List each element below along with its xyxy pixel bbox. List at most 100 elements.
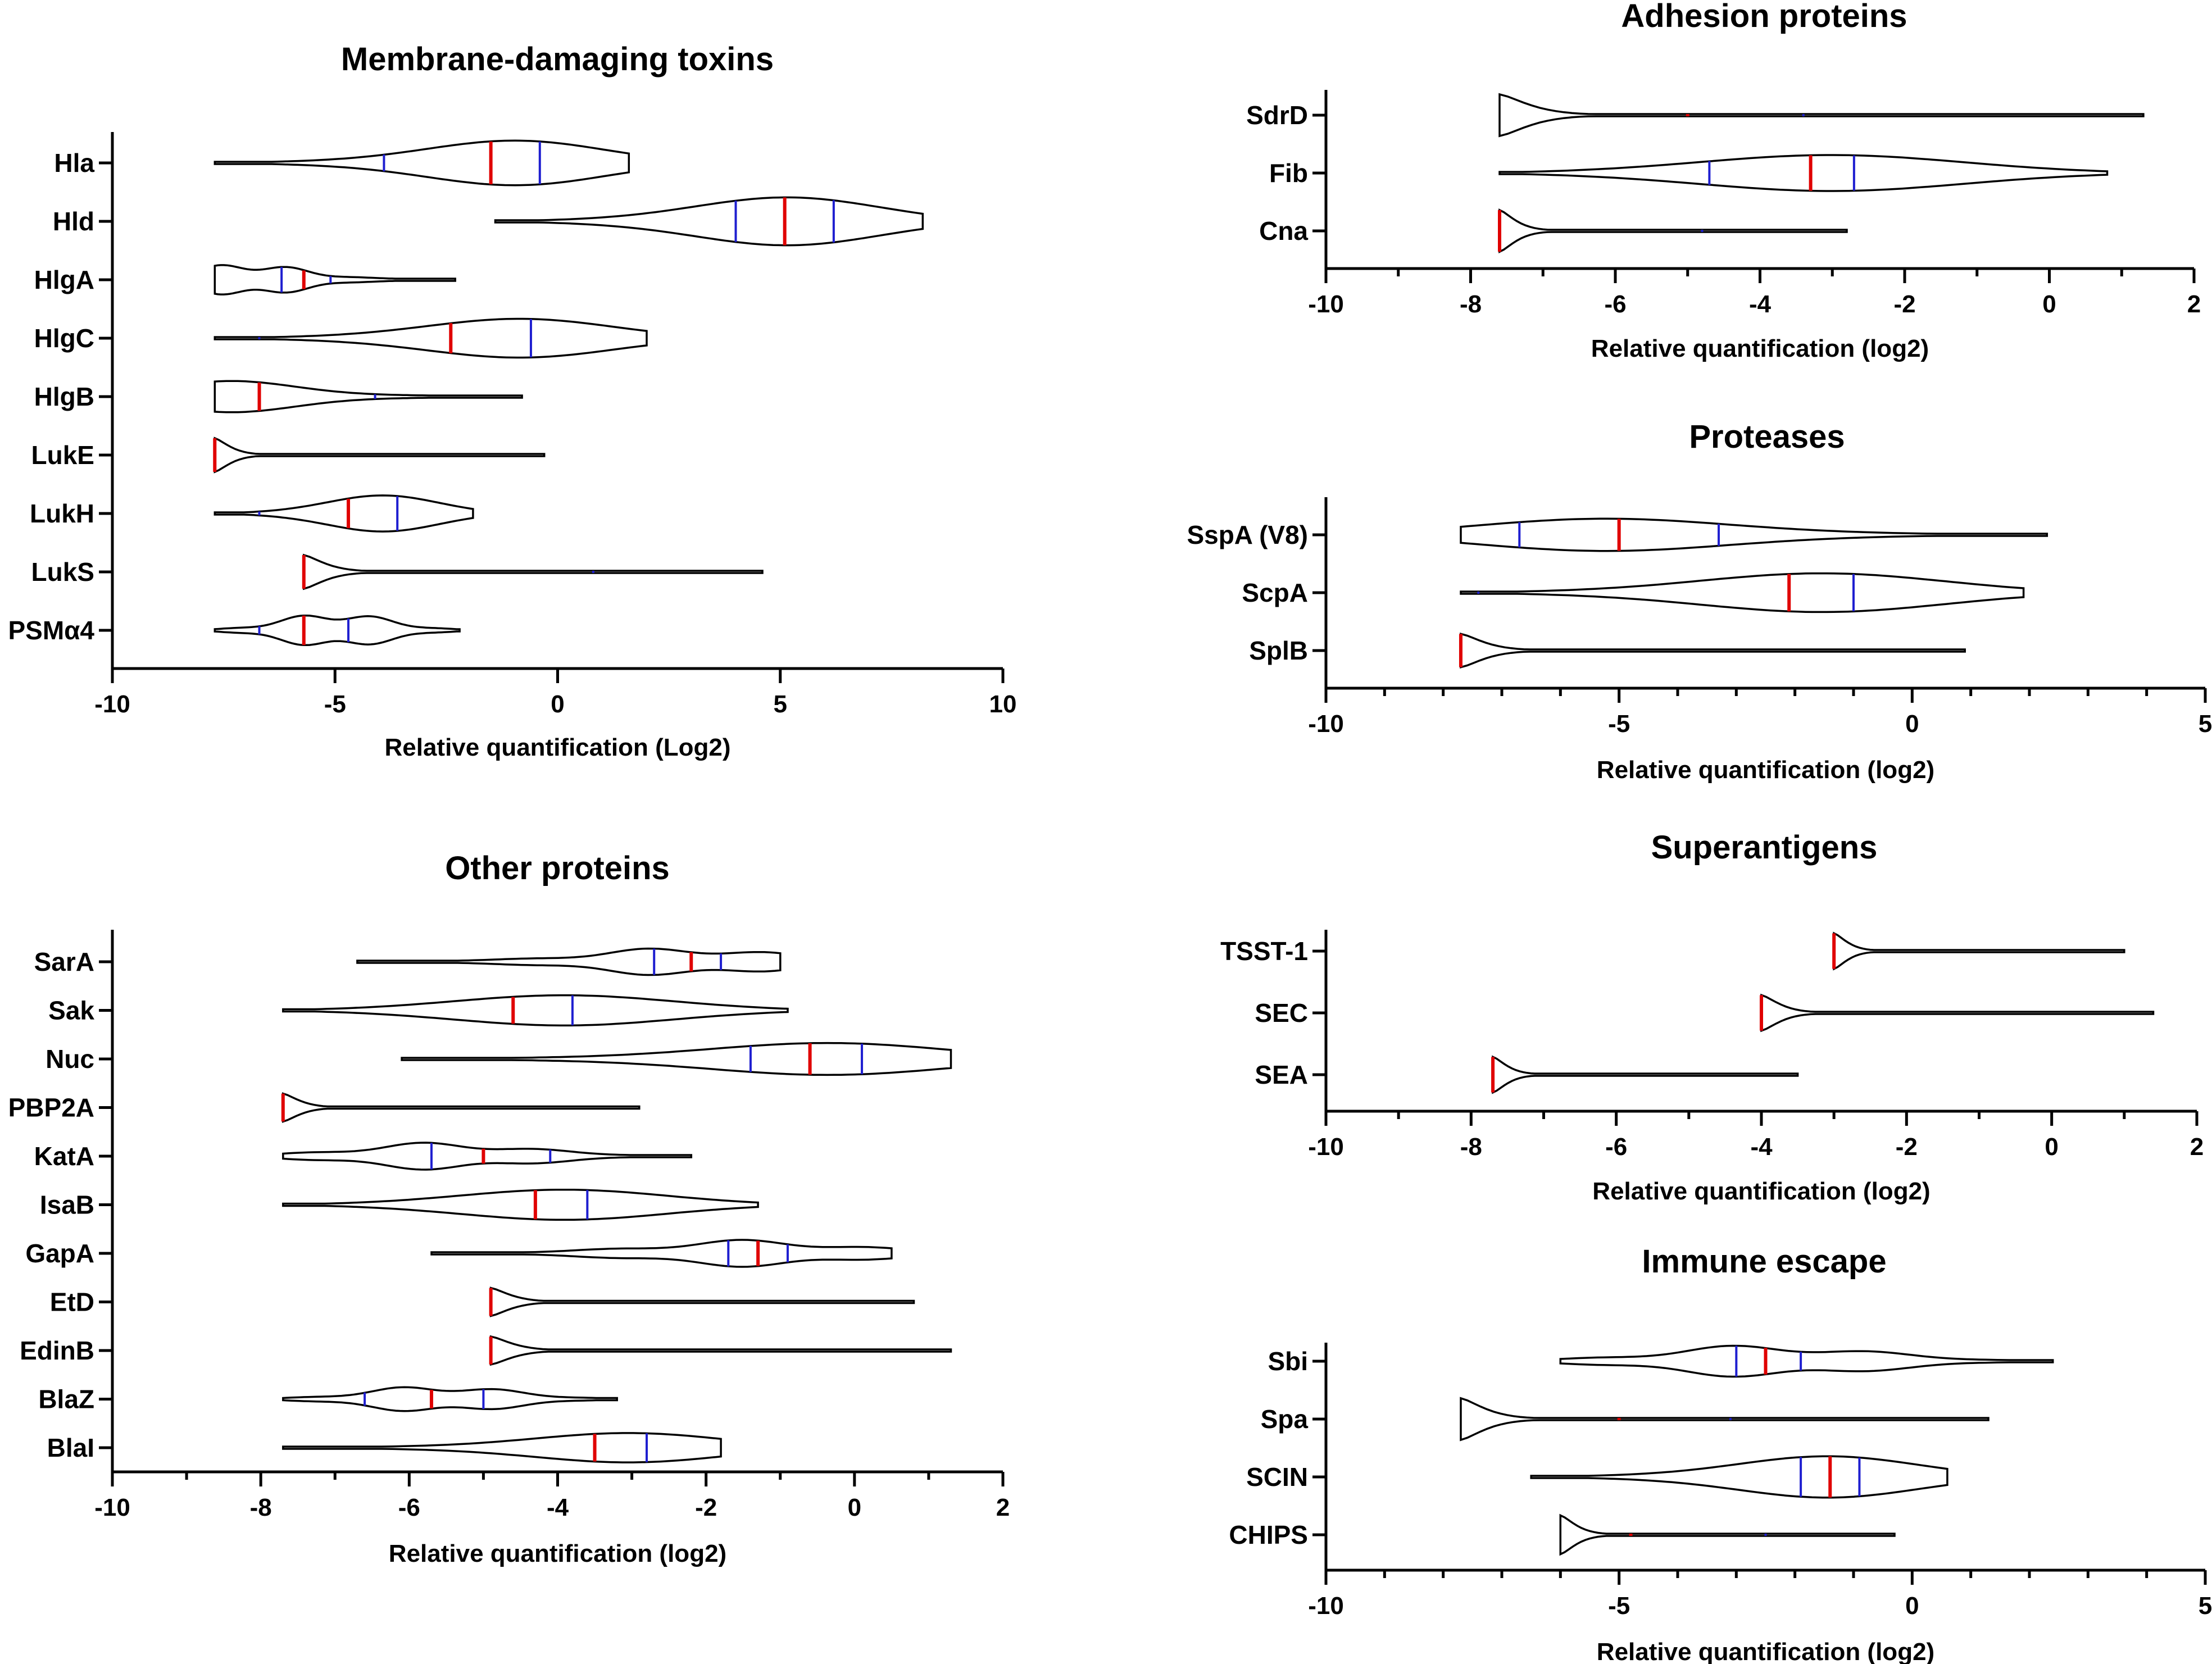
x-tick-label: -4: [547, 1494, 569, 1521]
x-tick-label: 0: [2045, 1133, 2058, 1161]
category-label-hlgb: HlgB: [34, 382, 94, 411]
x-tick-label: 5: [2199, 1592, 2212, 1620]
category-label-psm-4: PSMα4: [8, 616, 94, 645]
x-tick-label: -2: [1896, 1133, 1918, 1161]
violin-hla: Hla: [54, 139, 630, 187]
x-tick-label: -2: [695, 1494, 717, 1521]
violin-isab: IsaB: [40, 1188, 759, 1221]
violin-body: [1460, 517, 2049, 552]
violin-blai: BlaI: [47, 1432, 722, 1463]
category-label-etd: EtD: [50, 1288, 94, 1317]
x-tick-label: 2: [2187, 290, 2201, 318]
x-tick-label: -5: [1608, 1592, 1630, 1620]
x-tick-label: -4: [1750, 1133, 1773, 1161]
violin-body: [1460, 632, 1966, 669]
violin-fib: Fib: [1269, 154, 2109, 192]
violin-lukh: LukH: [30, 494, 474, 533]
violin-scin: SCIN: [1246, 1455, 1948, 1499]
violin-body: [282, 1432, 722, 1463]
violin-sdrd: SdrD: [1246, 93, 2145, 138]
category-label-hlga: HlgA: [34, 265, 94, 294]
violin-body: [1498, 93, 2145, 138]
x-tick-label: 0: [1905, 710, 1919, 738]
category-label-edinb: EdinB: [20, 1336, 94, 1365]
violin-body: [214, 317, 648, 359]
x-tick-label: -6: [1605, 1133, 1627, 1161]
x-tick-label: -4: [1749, 290, 1772, 318]
category-label-chips: CHIPS: [1229, 1520, 1308, 1549]
category-label-luke: LukE: [31, 440, 94, 470]
category-label-fib: Fib: [1269, 158, 1308, 188]
violin-body: [282, 1092, 641, 1123]
category-label-hlgc: HlgC: [34, 324, 94, 353]
violin-hld: Hld: [53, 196, 924, 247]
violin-body: [1833, 931, 2125, 971]
x-tick-label: 2: [996, 1494, 1010, 1521]
violin-body: [303, 553, 764, 590]
category-label-spa: Spa: [1261, 1404, 1309, 1434]
category-label-splb: SplB: [1249, 636, 1308, 665]
category-label-isab: IsaB: [40, 1190, 94, 1220]
violin-etd: EtD: [50, 1286, 915, 1317]
category-label-sak: Sak: [48, 996, 94, 1025]
x-tick-label: -10: [94, 1494, 130, 1521]
violin-chips: CHIPS: [1229, 1513, 1896, 1556]
violin-spa: Spa: [1261, 1397, 1990, 1442]
category-label-sec: SEC: [1255, 998, 1308, 1028]
violin-blaz: BlaZ: [38, 1385, 618, 1414]
category-label-sspa-v8: SspA (V8): [1187, 520, 1308, 549]
x-axis-title: Relative quantification (log2): [1597, 756, 1934, 784]
chart-adhesion: Adhesion proteins -10 -8 -6 -4 -2 0 2 Relative q…: [1246, 0, 2201, 362]
category-label-blaz: BlaZ: [38, 1385, 94, 1414]
violin-sspa-v8: SspA (V8): [1187, 517, 2049, 552]
category-label-cna: Cna: [1259, 216, 1308, 245]
category-label-kata: KatA: [34, 1142, 94, 1171]
chart-proteases: Proteases -10 -5 0 5 Relative quantification …: [1187, 419, 2212, 784]
chart-title: Other proteins: [445, 850, 670, 886]
category-label-hld: Hld: [53, 207, 94, 236]
category-label-scpa: ScpA: [1242, 578, 1308, 607]
violin-body: [282, 1142, 693, 1171]
violin-edinb: EdinB: [20, 1335, 952, 1366]
violin-tsst-1: TSST-1: [1220, 931, 2125, 971]
violin-body: [1760, 993, 2155, 1033]
violin-body: [1492, 1055, 1799, 1094]
category-label-hla: Hla: [54, 148, 94, 178]
violin-body: [1559, 1344, 2054, 1378]
x-tick-label: 0: [551, 690, 564, 718]
category-label-sea: SEA: [1255, 1060, 1308, 1089]
chart-immune: Immune escape -10 -5 0 5 Relative quantificat…: [1229, 1243, 2212, 1664]
violin-body: [214, 139, 630, 187]
x-tick-label: -10: [1308, 1592, 1344, 1620]
violin-body: [214, 614, 461, 647]
violin-cna: Cna: [1259, 208, 1848, 253]
category-label-luks: LukS: [31, 557, 94, 587]
violin-luks: LukS: [31, 553, 764, 590]
x-tick-label: 5: [2199, 710, 2212, 738]
category-label-gapa: GapA: [25, 1239, 94, 1268]
violin-body: [1530, 1455, 1948, 1499]
chart-title: Immune escape: [1642, 1243, 1886, 1280]
x-tick-label: -8: [1460, 290, 1482, 318]
category-label-pbp2a: PBP2A: [8, 1093, 94, 1122]
chart-other: Other proteins -10 -8 -6 -4 -2 0 2 Relative quan…: [8, 850, 1010, 1567]
violin-sara: SarA: [34, 947, 782, 976]
violin-body: [401, 1042, 952, 1076]
violin-body: [1559, 1513, 1896, 1556]
chart-membrane: Membrane-damaging toxins -10 -5 0 5 10 Relativ…: [8, 41, 1016, 761]
x-tick-label: 2: [2190, 1133, 2204, 1161]
violin-body: [282, 1188, 759, 1221]
x-tick-label: 0: [1905, 1592, 1919, 1620]
violin-splb: SplB: [1249, 632, 1966, 669]
category-label-sara: SarA: [34, 947, 94, 976]
x-tick-label: 0: [848, 1494, 861, 1521]
x-tick-label: -2: [1893, 290, 1915, 318]
category-label-blai: BlaI: [47, 1433, 94, 1462]
violin-body: [1498, 208, 1848, 253]
x-axis-title: Relative quantification (log2): [1592, 1177, 1930, 1205]
x-tick-label: 0: [2042, 290, 2056, 318]
violin-body: [282, 994, 789, 1027]
violin-body: [430, 1239, 893, 1268]
x-tick-label: -5: [324, 690, 346, 718]
